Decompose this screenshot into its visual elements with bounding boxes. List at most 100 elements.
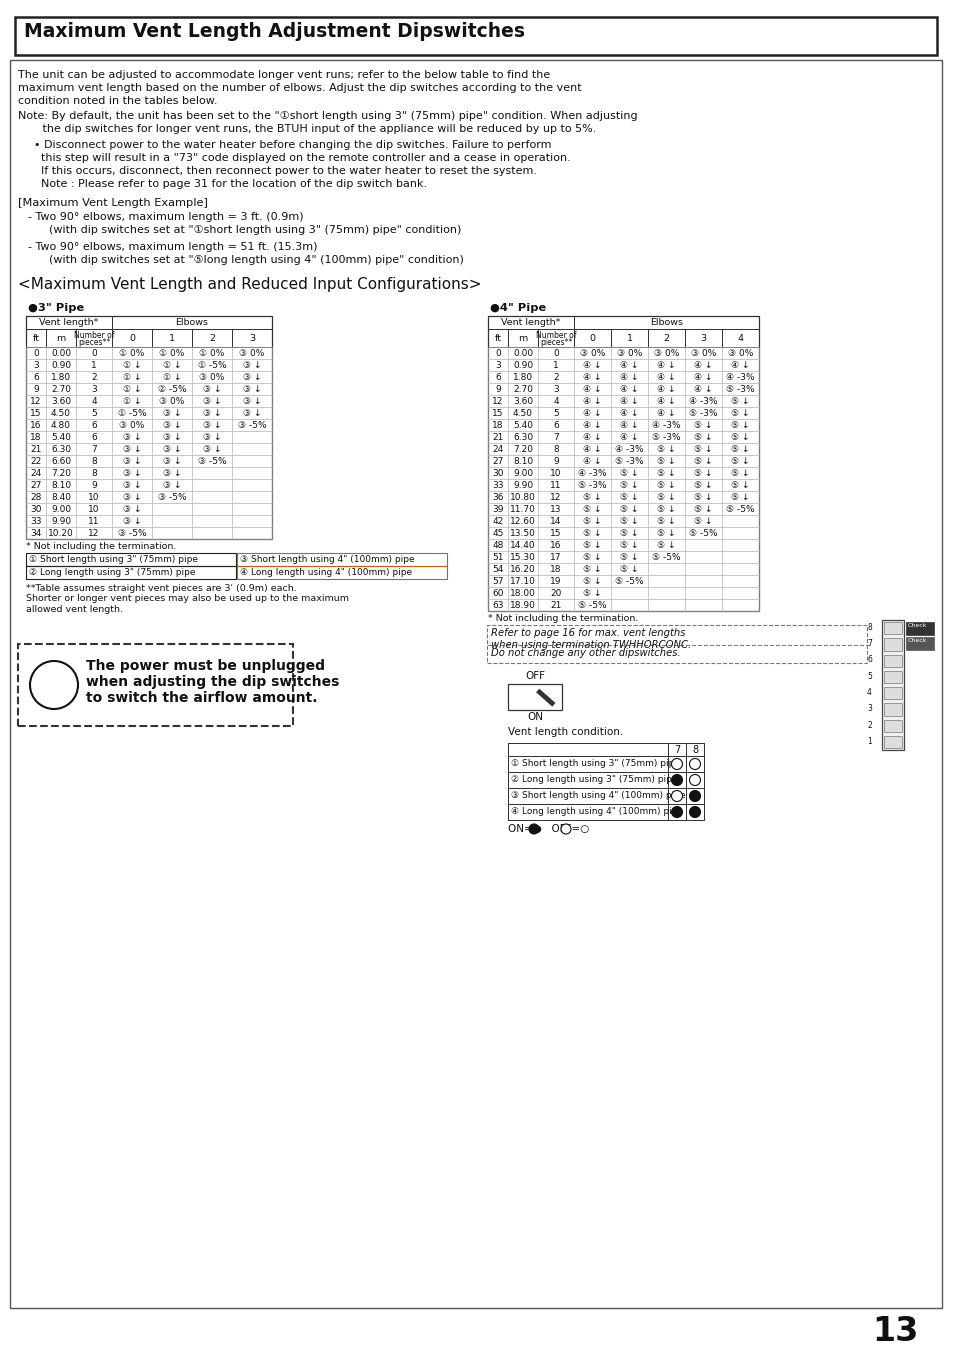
Text: ① -5%: ① -5% (197, 361, 226, 370)
Text: ⑤ ↓: ⑤ ↓ (582, 565, 601, 574)
Text: 4: 4 (737, 334, 742, 343)
Text: 2: 2 (209, 334, 214, 343)
Text: 7: 7 (553, 434, 558, 442)
Text: 8: 8 (691, 744, 698, 755)
Text: 60: 60 (492, 589, 503, 598)
Bar (26, 347, 46, 359)
Bar (721, 576, 759, 586)
Text: 12.60: 12.60 (510, 517, 536, 526)
Bar (192, 455, 232, 467)
Bar (26, 553, 235, 566)
Text: ③ ↓: ③ ↓ (203, 434, 221, 442)
Text: 12: 12 (30, 397, 42, 407)
Text: ⑤ ↓: ⑤ ↓ (582, 577, 601, 586)
Text: 14: 14 (550, 517, 561, 526)
Text: ③ -5%: ③ -5% (157, 493, 186, 503)
Bar (112, 490, 152, 503)
Bar (507, 455, 537, 467)
Circle shape (671, 790, 681, 801)
Bar (507, 359, 537, 372)
Text: 9: 9 (91, 481, 97, 490)
Bar (574, 347, 610, 359)
Bar (46, 431, 76, 443)
Text: 12: 12 (492, 397, 503, 407)
Bar (883, 688, 901, 700)
Bar (684, 563, 721, 576)
Text: ④ ↓: ④ ↓ (582, 457, 601, 466)
Bar (647, 359, 684, 372)
Text: 3: 3 (495, 361, 500, 370)
Bar (507, 431, 537, 443)
Bar (76, 359, 112, 372)
Bar (488, 539, 507, 551)
Bar (537, 480, 574, 490)
Text: 0: 0 (553, 349, 558, 358)
Bar (574, 455, 610, 467)
Bar (883, 621, 901, 634)
Bar (232, 407, 272, 419)
Text: 16.20: 16.20 (510, 565, 536, 574)
Text: 12: 12 (89, 530, 99, 538)
Bar (46, 407, 76, 419)
Bar (232, 347, 272, 359)
Bar (488, 563, 507, 576)
Bar (488, 419, 507, 431)
Bar (883, 638, 901, 650)
Text: ⑤ ↓: ⑤ ↓ (582, 589, 601, 598)
Text: 18: 18 (492, 422, 503, 430)
Bar (647, 598, 684, 611)
Text: ② Long length using 3" (75mm) pipe: ② Long length using 3" (75mm) pipe (511, 775, 677, 784)
Bar (684, 539, 721, 551)
Bar (721, 503, 759, 515)
Bar (152, 480, 192, 490)
Bar (574, 443, 610, 455)
Text: 7.20: 7.20 (51, 469, 71, 478)
Bar (112, 382, 152, 394)
Bar (610, 490, 647, 503)
Text: **Table assumes straight vent pieces are 3' (0.9m) each.
Shorter or longer vent : **Table assumes straight vent pieces are… (26, 584, 349, 613)
Text: 7: 7 (91, 444, 97, 454)
Bar (684, 419, 721, 431)
Bar (76, 347, 112, 359)
Text: 9.90: 9.90 (513, 481, 533, 490)
Bar (18, 644, 293, 725)
Bar (192, 480, 232, 490)
Bar (26, 527, 46, 539)
Bar (26, 382, 46, 394)
Text: [Maximum Vent Length Example]: [Maximum Vent Length Example] (18, 199, 208, 208)
Text: 20: 20 (550, 589, 561, 598)
Text: Elbows: Elbows (649, 317, 682, 327)
Bar (647, 551, 684, 563)
Text: m: m (517, 334, 527, 343)
Text: ④ ↓: ④ ↓ (619, 397, 639, 407)
Bar (721, 443, 759, 455)
Bar (721, 598, 759, 611)
Bar (232, 515, 272, 527)
Text: ③ 0%: ③ 0% (239, 349, 264, 358)
Text: 6: 6 (91, 422, 97, 430)
Text: 6.30: 6.30 (513, 434, 533, 442)
Text: ① 0%: ① 0% (159, 349, 185, 358)
Text: ⑤ ↓: ⑤ ↓ (582, 553, 601, 562)
Text: 8: 8 (91, 469, 97, 478)
Circle shape (560, 824, 571, 834)
Bar (46, 419, 76, 431)
Text: ① 0%: ① 0% (199, 349, 225, 358)
Text: ④ ↓: ④ ↓ (582, 434, 601, 442)
Text: Vent length condition.: Vent length condition. (507, 727, 622, 738)
Bar (537, 330, 574, 347)
Bar (236, 553, 447, 566)
Text: ④ ↓: ④ ↓ (582, 409, 601, 417)
Text: ⑤ ↓: ⑤ ↓ (694, 493, 712, 503)
Text: ③ ↓: ③ ↓ (242, 361, 261, 370)
Text: ④ ↓: ④ ↓ (619, 422, 639, 430)
Bar (507, 576, 537, 586)
Text: ④ ↓: ④ ↓ (582, 361, 601, 370)
Bar (610, 443, 647, 455)
Text: 51: 51 (492, 553, 503, 562)
Text: ⑤ ↓: ⑤ ↓ (619, 481, 639, 490)
Bar (721, 527, 759, 539)
Text: ④ Long length using 4" (100mm) pipe: ④ Long length using 4" (100mm) pipe (240, 567, 412, 577)
Text: 1.80: 1.80 (51, 373, 71, 382)
Bar (192, 490, 232, 503)
